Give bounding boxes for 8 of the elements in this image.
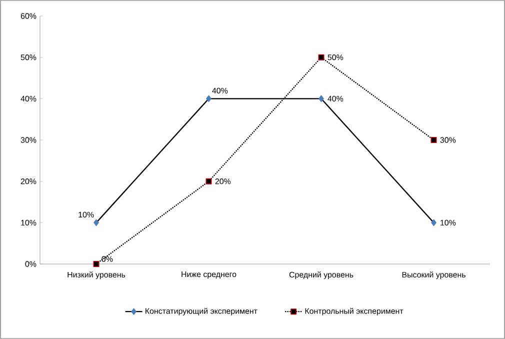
point xyxy=(318,54,324,60)
point xyxy=(93,261,100,267)
point xyxy=(431,219,436,226)
point xyxy=(206,178,212,184)
point xyxy=(430,137,437,143)
point xyxy=(206,95,212,102)
point xyxy=(94,219,99,226)
point xyxy=(318,95,324,102)
